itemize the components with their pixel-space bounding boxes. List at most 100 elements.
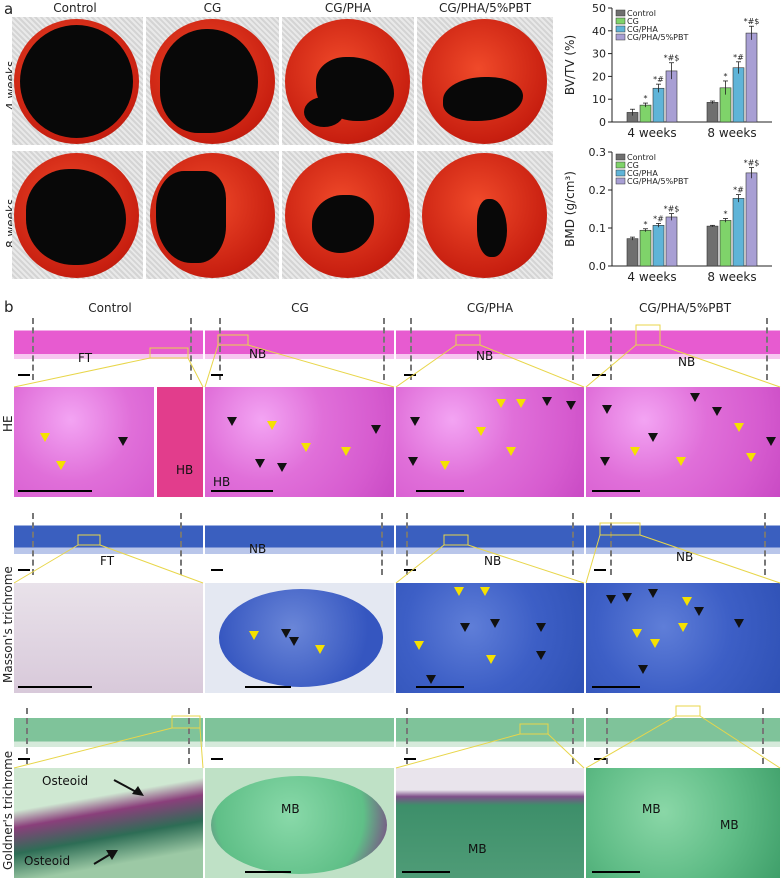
- bar: [626, 238, 639, 267]
- y-tick-label: 0.2: [589, 184, 607, 197]
- legend-label: CG/PHA/5%PBT: [627, 177, 688, 186]
- black-arrow-icon: [566, 401, 576, 410]
- significance-mark: *#$: [664, 205, 680, 214]
- masson-overview-label: NB: [249, 542, 267, 556]
- bar: [665, 216, 678, 267]
- masson-overview-label: NB: [676, 550, 694, 564]
- x-tick-label: 4 weeks: [627, 270, 676, 284]
- black-arrow-icon: [536, 623, 546, 632]
- y-tick-label: 10: [592, 93, 606, 106]
- x-tick-label: 8 weeks: [707, 126, 756, 140]
- yellow-arrow-icon: [632, 629, 642, 638]
- y-tick-label: 40: [592, 25, 606, 38]
- goldner-zoom-control: Osteoid Osteoid: [14, 768, 203, 878]
- black-arrow-icon: [600, 457, 610, 466]
- yellow-arrow-icon: [496, 399, 506, 408]
- panel-a-letter: a: [4, 0, 14, 18]
- he-overview-control: FT: [14, 318, 203, 380]
- panel-b-letter: b: [4, 298, 14, 316]
- black-arrow-icon: [255, 459, 265, 468]
- chart-bvtv-svg: BV/TV (%) 0 10 20 30 40 50 * *# *#$ 4 weeks * *# *#$ 8…: [563, 2, 772, 140]
- goldner-overview-pbt: [586, 708, 780, 764]
- hist-col-control: Control: [88, 301, 132, 315]
- black-arrow-icon: [408, 457, 418, 466]
- black-arrow-icon: [606, 595, 616, 604]
- black-arrow-icon: [734, 619, 744, 628]
- masson-zoom-cgpha: [396, 583, 584, 693]
- black-arrow-icon: [712, 407, 722, 416]
- goldner-osteoid-label: Osteoid: [42, 774, 89, 788]
- legend-swatch: [615, 33, 626, 41]
- yellow-arrow-icon: [414, 641, 424, 650]
- microct-cgpha-4w: [282, 17, 414, 145]
- masson-overview-pbt: NB: [586, 513, 780, 575]
- significance-mark: *: [724, 210, 728, 219]
- microct-cg-4w: [146, 17, 279, 145]
- microct-control-4w: [12, 17, 143, 145]
- he-overview-label: NB: [678, 355, 696, 369]
- masson-overview-label: NB: [484, 554, 502, 568]
- ct-col-cg: CG: [203, 1, 222, 15]
- ct-col-control: Control: [53, 1, 97, 15]
- black-arrow-icon: [622, 593, 632, 602]
- yellow-arrow-icon: [630, 447, 640, 456]
- arrow-icon: [106, 850, 118, 860]
- black-arrow-icon: [648, 589, 658, 598]
- he-overview-pbt: NB: [586, 318, 780, 380]
- bar: [639, 104, 652, 123]
- chart-bmd-svg: BMD (g/cm³)0.00.10.20.3**#*#$4 weeks**#*…: [563, 146, 772, 284]
- y-tick-label: 0.0: [589, 260, 607, 273]
- yellow-arrow-icon: [480, 587, 490, 596]
- he-zoom-hb-label: HB: [213, 475, 231, 489]
- black-arrow-icon: [638, 665, 648, 674]
- stain-label-masson: Masson's trichrome: [1, 566, 15, 683]
- black-arrow-icon: [227, 417, 237, 426]
- microct-cg-8w: [146, 151, 279, 279]
- chart-bvtv: BV/TV (%) 0 10 20 30 40 50 * *# *#$ 4 weeks * *# *#$ 8…: [560, 0, 782, 145]
- he-overview-label: NB: [249, 347, 267, 361]
- masson-overview-cg: NB: [205, 513, 394, 575]
- legend-swatch: [615, 161, 626, 169]
- significance-mark: *#$: [744, 159, 760, 168]
- y-tick-label: 50: [592, 2, 606, 15]
- significance-mark: *#$: [664, 54, 680, 63]
- he-overview-cg: NB: [205, 318, 394, 380]
- legend-swatch: [615, 25, 626, 33]
- bar: [652, 87, 665, 123]
- yellow-arrow-icon: [676, 457, 686, 466]
- black-arrow-icon: [490, 619, 500, 628]
- he-zoom-cg: HB: [205, 387, 394, 497]
- goldner-overview-cgpha: [396, 708, 584, 764]
- goldner-mb-label: MB: [642, 802, 661, 816]
- he-zoom-hb-label: HB: [176, 463, 194, 477]
- goldner-mb-label: MB: [468, 842, 487, 856]
- masson-zoom-pbt: [586, 583, 780, 693]
- masson-zoom-control: [14, 583, 203, 693]
- ct-col-pbt: CG/PHA/5%PBT: [438, 1, 532, 15]
- legend-label: CG: [627, 17, 639, 26]
- microct-cgpha-8w: [282, 151, 414, 279]
- bar: [639, 229, 652, 267]
- bar: [745, 172, 758, 267]
- bar: [652, 225, 665, 267]
- bar: [706, 102, 719, 123]
- black-arrow-icon: [694, 607, 704, 616]
- bar: [732, 198, 745, 267]
- legend-swatch: [615, 177, 626, 185]
- he-zoom-control: HB: [14, 387, 203, 497]
- yellow-arrow-icon: [516, 399, 526, 408]
- he-zoom-cgpha: [396, 387, 584, 497]
- y-axis-label: BMD (g/cm³): [563, 171, 577, 247]
- legend-swatch: [615, 153, 626, 161]
- significance-mark: *: [644, 220, 648, 229]
- bar: [706, 225, 719, 267]
- goldner-zoom-cg: MB: [205, 768, 394, 878]
- legend-swatch: [615, 9, 626, 17]
- black-arrow-icon: [690, 393, 700, 402]
- hist-col-pbt: CG/PHA/5%PBT: [638, 301, 732, 315]
- he-zoom-pbt: [586, 387, 780, 497]
- yellow-arrow-icon: [301, 443, 311, 452]
- microct-pbt-8w: [417, 151, 553, 279]
- x-tick-label: 4 weeks: [627, 126, 676, 140]
- hist-col-cg: CG: [291, 301, 309, 315]
